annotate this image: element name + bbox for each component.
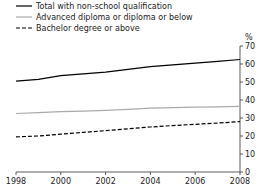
y-tick-label: 20 [245,132,255,141]
legend-label: Bachelor degree or above [36,24,140,33]
y-tick-label: 70 [245,42,255,51]
series-line [16,60,240,82]
legend-swatch [16,5,32,6]
y-tick-label: 40 [245,96,255,105]
y-tick-label: 30 [245,114,255,123]
x-tick [105,172,106,175]
legend: Total with non-school qualification Advan… [16,2,193,33]
legend-swatch [16,27,32,28]
chart-container: 1998 2000 2002 2004 2006 20080 10 20 30 40 50 60 70%… [0,0,272,189]
y-tick [240,172,243,173]
plot-area [16,60,240,137]
x-tick-label: 2004 [140,177,160,186]
y-tick-label: 60 [245,60,255,69]
y-tick [240,46,243,47]
x-axis [16,172,240,173]
y-tick-label: 50 [245,78,255,87]
legend-swatch [16,16,32,17]
y-axis-label: % [245,33,253,42]
y-axis [240,46,241,172]
y-tick [240,118,243,119]
legend-label: Total with non-school qualification [35,2,172,11]
y-tick [240,154,243,155]
x-tick-label: 2008 [230,177,250,186]
x-tick-label: 2000 [51,177,71,186]
x-tick [195,172,196,175]
y-tick [240,136,243,137]
x-tick [60,172,61,175]
chart: 1998 2000 2002 2004 2006 20080 10 20 30 40 50 60 70%… [0,0,272,189]
series-line [16,106,240,113]
x-tick-label: 2002 [95,177,115,186]
y-tick-label: 10 [245,150,255,159]
y-tick [240,64,243,65]
y-tick [240,100,243,101]
x-tick [150,172,151,175]
y-tick [240,82,243,83]
series-line [16,122,240,137]
x-tick-label: 1998 [6,177,26,186]
x-tick [16,172,17,175]
y-tick-label: 0 [245,168,250,177]
legend-label: Advanced diploma or diploma or below [36,13,193,22]
x-tick-label: 2006 [185,177,205,186]
x-tick [240,172,241,175]
